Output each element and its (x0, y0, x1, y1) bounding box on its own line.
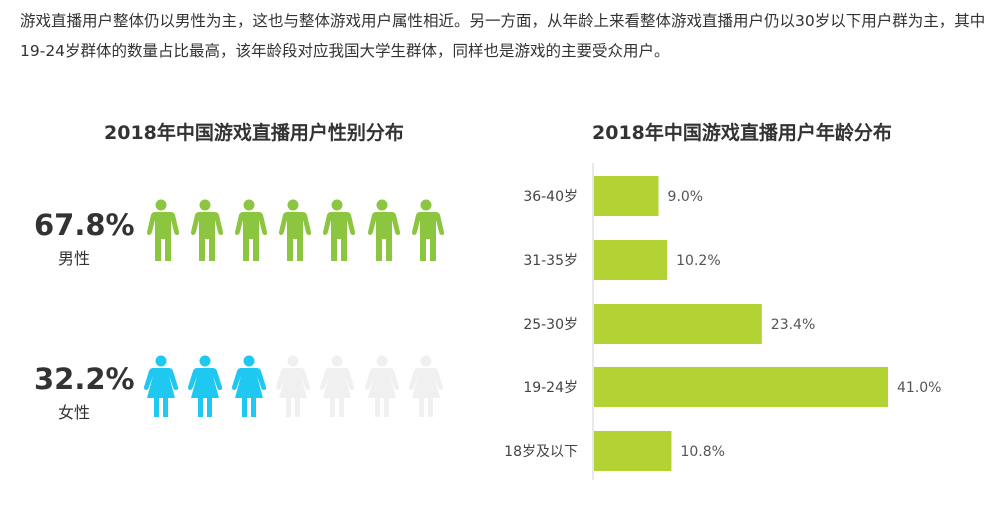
category-label: 25-30岁 (523, 317, 578, 333)
female-icon (144, 355, 179, 417)
bar-0 (594, 176, 659, 216)
female-icon (188, 355, 223, 417)
intro-text: 游戏直播用户整体仍以男性为主，这也与整体游戏用户属性相近。另一方面，从年龄上来看… (20, 12, 986, 60)
male-icon (368, 199, 401, 261)
male-icon (191, 199, 224, 261)
value-label: 10.2% (676, 253, 720, 269)
female-label: 女性 (58, 403, 91, 422)
category-label: 36-40岁 (523, 189, 578, 205)
male-icon (147, 199, 180, 261)
bar-3 (594, 367, 888, 407)
gender-chart-title: 2018年中国游戏直播用户性别分布 (104, 122, 404, 144)
male-icon (412, 199, 445, 261)
female-icon (365, 355, 400, 417)
bar-2 (594, 304, 762, 344)
female-percent: 32.2% (34, 362, 135, 396)
female-icon (232, 355, 267, 417)
male-label: 男性 (58, 249, 91, 268)
male-icon (279, 199, 312, 261)
value-label: 41.0% (897, 380, 941, 396)
female-icon (276, 355, 311, 417)
male-icon (235, 199, 268, 261)
category-label: 19-24岁 (523, 380, 578, 396)
value-label: 23.4% (771, 317, 815, 333)
category-label: 18岁及以下 (504, 444, 578, 460)
category-label: 31-35岁 (523, 253, 578, 269)
bar-1 (594, 240, 668, 280)
male-percent: 67.8% (34, 208, 135, 242)
value-label: 9.0% (668, 189, 704, 205)
male-icon (323, 199, 356, 261)
value-label: 10.8% (680, 444, 724, 460)
female-icon (409, 355, 444, 417)
female-icon (320, 355, 355, 417)
bar-4 (594, 431, 672, 471)
age-chart-title: 2018年中国游戏直播用户年龄分布 (592, 122, 892, 144)
